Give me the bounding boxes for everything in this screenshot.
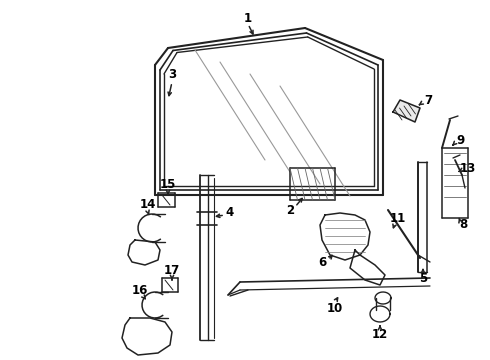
Text: 14: 14 xyxy=(140,198,156,211)
Text: 17: 17 xyxy=(164,264,180,276)
Text: 15: 15 xyxy=(160,179,176,192)
Polygon shape xyxy=(393,100,420,122)
Text: 13: 13 xyxy=(460,162,476,175)
Text: 3: 3 xyxy=(168,68,176,81)
Text: 16: 16 xyxy=(132,284,148,297)
Text: 6: 6 xyxy=(318,256,326,269)
Text: 2: 2 xyxy=(286,203,294,216)
Text: 1: 1 xyxy=(244,12,252,24)
Text: 7: 7 xyxy=(424,94,432,107)
Text: 12: 12 xyxy=(372,328,388,342)
Text: 5: 5 xyxy=(419,271,427,284)
Text: 9: 9 xyxy=(456,134,464,147)
Text: 11: 11 xyxy=(390,211,406,225)
Text: 8: 8 xyxy=(459,219,467,231)
Text: 4: 4 xyxy=(226,207,234,220)
Text: 10: 10 xyxy=(327,302,343,315)
